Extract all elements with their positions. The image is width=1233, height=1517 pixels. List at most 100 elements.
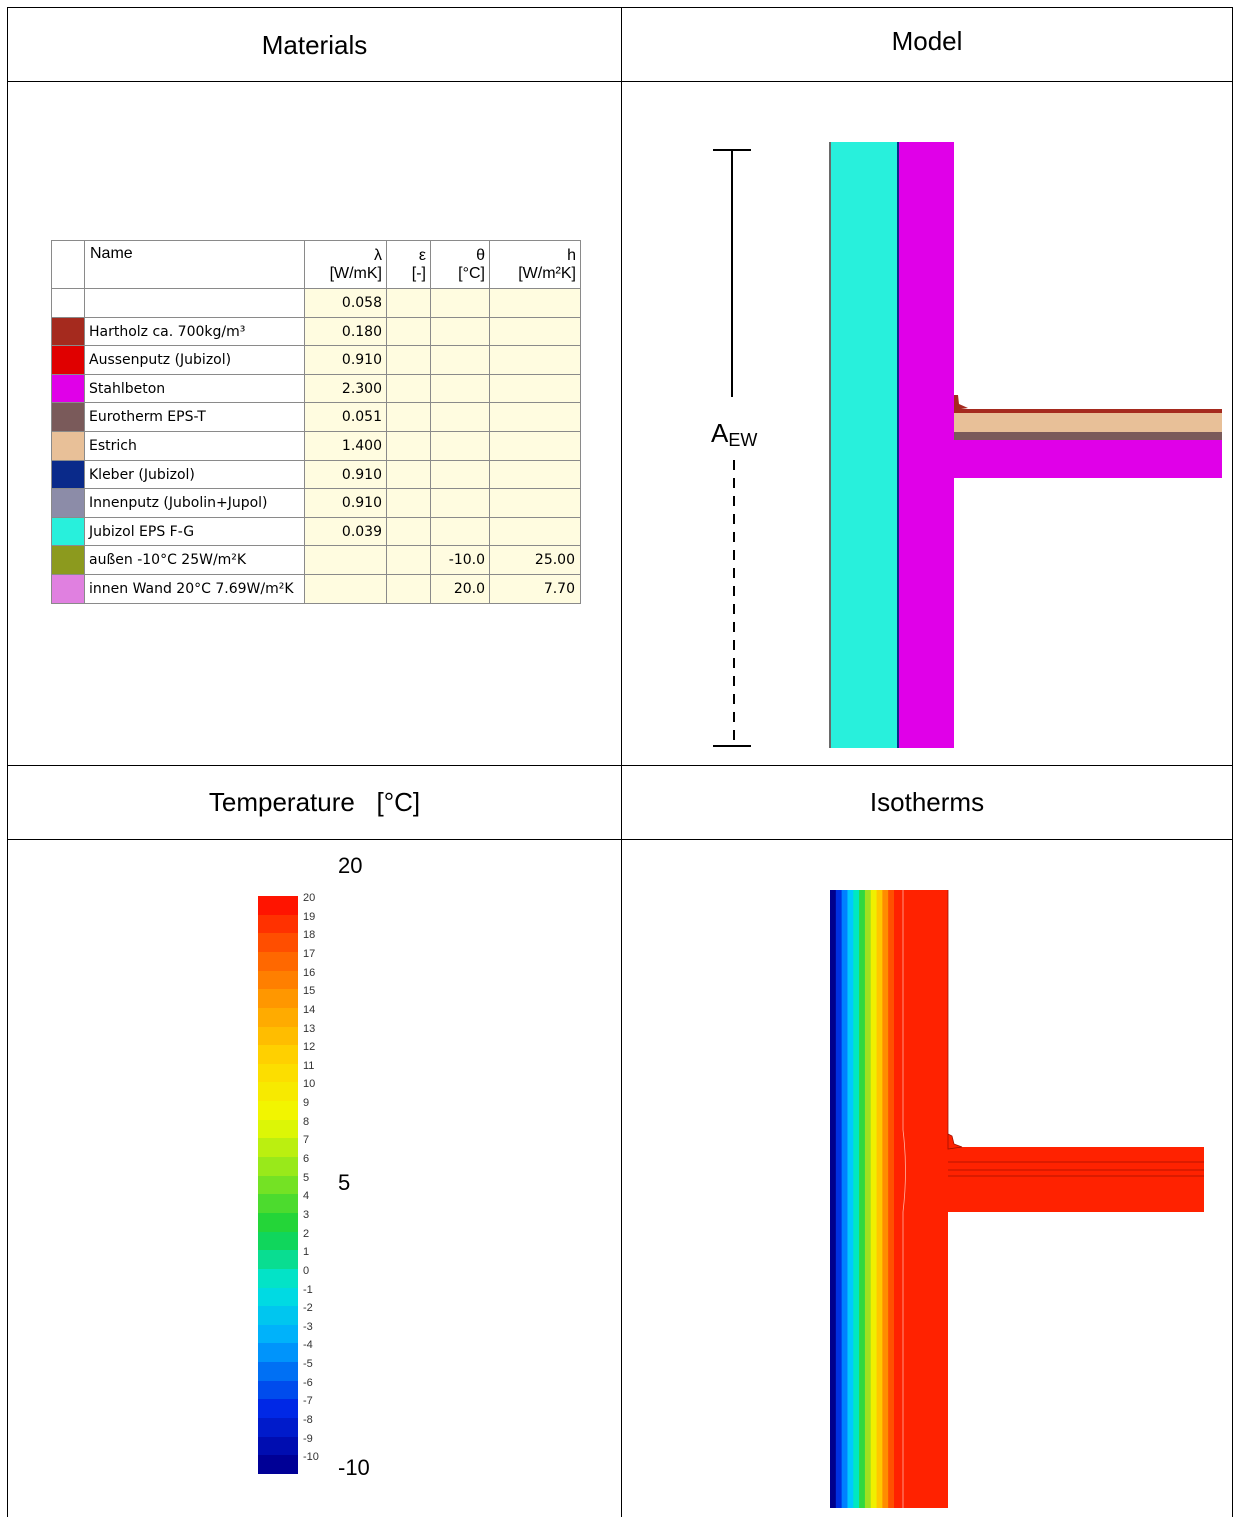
scale-tick-label: -4 <box>303 1339 313 1352</box>
scale-band <box>258 1287 298 1307</box>
cell-h <box>490 317 580 346</box>
material-color-swatch <box>52 374 85 403</box>
scale-tick-label: -2 <box>303 1302 313 1315</box>
header-name: Name <box>85 241 305 288</box>
model-wood-floor <box>954 409 1222 413</box>
materials-table: Name λ [W/mK] ε [-] θ [°C] h [W/m²K] 0.0… <box>51 240 581 604</box>
scale-band <box>258 1324 298 1344</box>
header-theta: θ [°C] <box>431 241 490 288</box>
cell-th <box>431 403 490 431</box>
cell-th <box>431 374 490 403</box>
isotherm-band <box>864 890 872 1508</box>
cell-h <box>490 489 580 517</box>
scale-tick-label: 18 <box>303 929 316 942</box>
model-drawing <box>713 142 1222 748</box>
scale-band <box>258 1157 298 1177</box>
cell-name: Eurotherm EPS-T <box>85 403 305 431</box>
cell-lam: 2.300 <box>305 374 387 403</box>
header-lambda-symbol: λ <box>374 247 382 264</box>
isotherm-band <box>870 890 878 1508</box>
table-row: Hartholz ca. 700kg/m³ 0.180 <box>52 317 580 347</box>
scale-band <box>258 1194 298 1214</box>
scale-tick-label: 0 <box>303 1264 310 1277</box>
cell-name: außen -10°C 25W/m²K <box>85 546 305 574</box>
cell-eps <box>387 460 431 489</box>
grid-border-left <box>7 7 8 1517</box>
isotherm-band <box>859 890 866 1508</box>
cell-name: Kleber (Jubizol) <box>85 460 305 489</box>
isotherm-band <box>847 890 854 1508</box>
isotherm-band <box>830 890 837 1508</box>
header-theta-symbol: θ <box>476 247 485 264</box>
scale-tick-label: -3 <box>303 1320 313 1333</box>
material-color-swatch <box>52 403 85 431</box>
scale-band <box>258 1306 298 1326</box>
scale-tick-label: 6 <box>303 1153 310 1166</box>
header-lambda: λ [W/mK] <box>305 241 387 288</box>
cell-lam: 0.051 <box>305 403 387 431</box>
dimension-label: AEW <box>711 418 757 451</box>
scale-tick-label: 10 <box>303 1078 316 1091</box>
cell-eps <box>387 575 431 603</box>
scale-band <box>258 1343 298 1363</box>
grid-divider-h2 <box>7 765 1233 766</box>
cell-lam <box>305 546 387 574</box>
cell-eps <box>387 317 431 346</box>
scale-tick-label: -9 <box>303 1432 313 1445</box>
material-color-swatch <box>52 575 85 603</box>
scale-tick-label: -6 <box>303 1376 313 1389</box>
cell-eps <box>387 403 431 431</box>
header-theta-unit: [°C] <box>458 265 485 282</box>
cell-eps <box>387 517 431 546</box>
scale-major-bottom: -10 <box>338 1455 370 1480</box>
cell-name: Aussenputz (Jubizol) <box>85 346 305 374</box>
model-title: Model <box>891 26 963 56</box>
header-h: h [W/m²K] <box>490 241 580 288</box>
cell-eps <box>387 546 431 574</box>
cell-h <box>490 517 580 546</box>
isotherm-hot-slab <box>948 1147 1204 1212</box>
model-eps-t-layer <box>954 432 1222 440</box>
isotherms-title: Isotherms <box>869 787 985 817</box>
table-header: Name λ [W/mK] ε [-] θ [°C] h [W/m²K] <box>52 241 580 289</box>
scale-band <box>258 989 298 1009</box>
header-eps: ε [-] <box>387 241 431 288</box>
scale-band <box>258 1138 298 1158</box>
material-color-swatch <box>52 346 85 374</box>
scale-band <box>258 970 298 990</box>
scale-tick-label: 11 <box>303 1059 315 1072</box>
scale-tick-label: 3 <box>303 1208 310 1221</box>
scale-major-mid: 5 <box>338 1170 351 1195</box>
scale-tick-label: 5 <box>303 1171 310 1184</box>
isotherm-hot-wall <box>894 890 948 1508</box>
header-name-label: Name <box>90 245 133 262</box>
scale-tick-label: -10 <box>303 1451 319 1464</box>
cell-th <box>431 489 490 517</box>
scale-tick-label: 20 <box>303 892 316 904</box>
material-color-swatch <box>52 517 85 546</box>
cell-lam: 1.400 <box>305 432 387 460</box>
cell-eps <box>387 489 431 517</box>
model-adhesive-layer <box>897 142 899 748</box>
scale-band <box>258 1399 298 1419</box>
scale-tick-label: 19 <box>303 910 316 923</box>
scale-tick-label: -8 <box>303 1414 313 1427</box>
scale-band <box>258 1268 298 1289</box>
scale-tick-label: 4 <box>303 1190 310 1203</box>
scale-tick-label: 13 <box>303 1022 316 1035</box>
cell-name: Innenputz (Jubolin+Jupol) <box>85 489 305 517</box>
cell-th: 20.0 <box>431 575 490 603</box>
header-eps-symbol: ε <box>418 247 426 264</box>
cell-lam: 0.039 <box>305 517 387 546</box>
cell-th <box>431 289 490 317</box>
cell-th <box>431 460 490 489</box>
table-row: Eurotherm EPS-T 0.051 <box>52 403 580 432</box>
scale-tick-label: -7 <box>303 1395 313 1408</box>
table-row: innen Wand 20°C 7.69W/m²K 20.0 7.70 <box>52 575 580 604</box>
scale-band <box>258 1101 298 1121</box>
model-insulation-layer <box>831 142 898 748</box>
cell-h <box>490 289 580 317</box>
scale-tick-label: 15 <box>303 985 316 998</box>
cell-lam: 0.910 <box>305 489 387 517</box>
scale-major-top: 20 <box>338 853 363 878</box>
